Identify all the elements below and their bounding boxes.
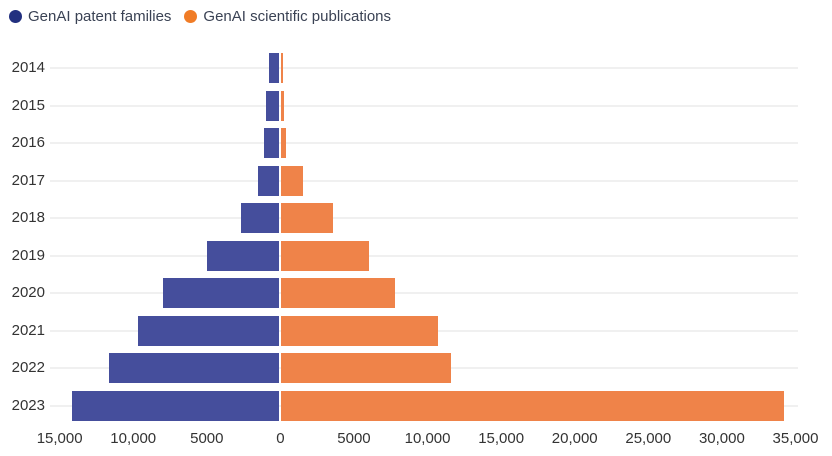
x-tick-label: 15,000 [478,430,525,447]
gridline [50,67,798,69]
bar-patent-families-2016 [264,128,280,158]
bar-scientific-publications-2021 [281,315,438,346]
year-label: 2023 [11,396,45,414]
bar-scientific-publications-2018 [281,203,334,233]
bar-scientific-publications-2014 [281,53,284,83]
bar-scientific-publications-2023 [281,390,785,421]
bar-scientific-publications-2020 [281,278,395,308]
legend-item-scientific-publications[interactable]: GenAI scientific publications [184,7,391,26]
gridline [50,292,798,294]
x-tick-label: 30,000 [698,430,745,447]
bar-patent-families-2023 [72,390,280,421]
x-tick-label: 5000 [190,430,224,447]
bar-patent-families-2018 [240,203,280,233]
legend-item-label: GenAI patent families [28,8,172,25]
legend-item-label: GenAI scientific publications [203,8,392,25]
x-tick-label: 20,000 [551,430,598,447]
year-label: 2016 [11,134,45,151]
year-label: 2015 [11,96,45,114]
bar-scientific-publications-2016 [281,128,287,158]
scientific-publications-legend-dot-icon [184,10,198,23]
gridline [50,254,798,257]
x-tick-label: 25,000 [625,430,672,447]
bar-patent-families-2020 [163,278,280,308]
bar-patent-families-2017 [258,165,280,196]
year-label: 2014 [11,59,45,76]
x-tick-label: 35,000 [772,430,819,447]
bar-patent-families-2015 [266,90,280,121]
gridline [50,142,798,144]
gridline [50,217,798,219]
x-tick-label: 0 [276,430,285,447]
patent-families-legend-dot-icon [9,10,22,23]
bar-scientific-publications-2015 [281,90,285,121]
year-label: 2020 [11,284,45,301]
year-label: 2019 [11,246,45,264]
year-label: 2022 [11,359,45,376]
gridline [50,104,798,107]
bar-patent-families-2022 [108,353,280,383]
bar-scientific-publications-2022 [281,353,451,383]
year-label: 2021 [11,321,45,339]
year-label: 2018 [11,209,45,226]
gridline [50,179,798,182]
year-label: 2017 [11,171,45,189]
x-tick-label: 15,000 [36,430,83,447]
legend-item-patent-families[interactable]: GenAI patent families [9,7,171,26]
legend: GenAI patent families GenAI scientific p… [9,7,391,26]
bar-patent-families-2021 [137,315,280,346]
bar-patent-families-2014 [268,53,280,83]
bar-scientific-publications-2017 [281,165,303,196]
bar-scientific-publications-2019 [281,240,369,271]
x-tick-label: 10,000 [110,430,157,447]
x-tick-label: 5000 [337,430,371,447]
x-tick-label: 10,000 [404,430,451,447]
bar-patent-families-2019 [206,240,280,271]
